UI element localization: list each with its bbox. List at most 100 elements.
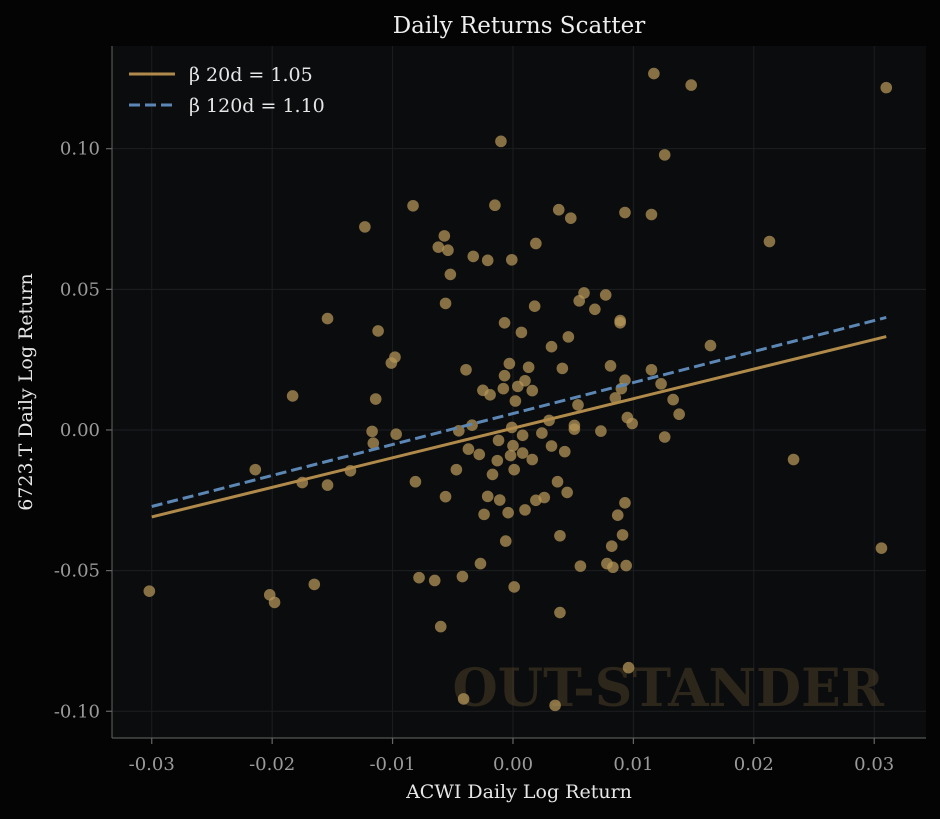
x-tick-label: -0.02 bbox=[249, 754, 295, 775]
scatter-point bbox=[609, 392, 622, 404]
chart-title: Daily Returns Scatter bbox=[393, 13, 646, 39]
x-ticks: -0.03 -0.02 -0.01 0.00 0.01 0.02 0.03 bbox=[129, 738, 894, 775]
scatter-point bbox=[409, 475, 422, 488]
scatter-point bbox=[505, 253, 518, 266]
scatter-point bbox=[359, 221, 371, 233]
scatter-point bbox=[658, 431, 671, 443]
scatter-point bbox=[390, 428, 402, 440]
scatter-point bbox=[432, 241, 445, 253]
scatter-point bbox=[413, 571, 425, 584]
x-tick-label: 0.01 bbox=[613, 754, 653, 775]
scatter-point bbox=[497, 382, 510, 395]
scatter-point bbox=[605, 540, 618, 552]
scatter-point bbox=[549, 699, 561, 712]
scatter-point bbox=[389, 351, 401, 363]
scatter-point bbox=[522, 361, 535, 374]
regression-lines bbox=[151, 316, 887, 519]
scatter-point bbox=[619, 206, 631, 219]
scatter-point bbox=[622, 661, 635, 674]
scatter-point bbox=[568, 419, 581, 432]
scatter-point bbox=[442, 244, 454, 257]
scatter-point bbox=[504, 449, 517, 462]
y-axis-title: 6723.T Daily Log Return bbox=[15, 273, 37, 511]
y-tick-label: -0.05 bbox=[54, 561, 100, 582]
scatter-point bbox=[572, 399, 584, 411]
y-tick-label: 0.10 bbox=[60, 139, 100, 160]
scatter-point bbox=[620, 559, 632, 572]
scatter-point bbox=[530, 237, 542, 250]
scatter-point bbox=[444, 268, 457, 281]
scatter-point bbox=[286, 390, 299, 402]
scatter-point bbox=[787, 453, 800, 466]
scatter-point bbox=[616, 529, 629, 541]
scatter-point bbox=[438, 230, 451, 242]
x-tick-label: 0.03 bbox=[854, 754, 894, 775]
scatter-point bbox=[457, 693, 470, 705]
y-ticks: -0.10 -0.05 0.00 0.05 0.10 bbox=[54, 139, 112, 722]
x-tick-label: -0.01 bbox=[369, 754, 415, 775]
scatter-point bbox=[552, 203, 565, 216]
scatter-point bbox=[673, 408, 685, 421]
beta-120d-line bbox=[151, 316, 887, 508]
scatter-point bbox=[545, 340, 558, 353]
scatter-point bbox=[439, 490, 452, 503]
scatter-point bbox=[685, 79, 697, 91]
scatter-point bbox=[704, 339, 717, 352]
scatter-point bbox=[526, 453, 539, 466]
scatter-point bbox=[508, 581, 520, 593]
beta-20d-line bbox=[151, 335, 887, 519]
scatter-points bbox=[143, 67, 893, 712]
scatter-point bbox=[481, 254, 494, 267]
scatter-point bbox=[538, 491, 551, 504]
scatter-point bbox=[450, 463, 463, 476]
scatter-point bbox=[875, 542, 888, 554]
scatter-point bbox=[502, 506, 514, 519]
watermark-text: OUT-STANDER bbox=[452, 658, 884, 719]
scatter-point bbox=[551, 475, 564, 488]
scatter-point bbox=[503, 357, 516, 370]
scatter-point bbox=[763, 235, 776, 248]
scatter-point bbox=[268, 596, 281, 609]
x-tick-label: 0.00 bbox=[493, 754, 533, 775]
scatter-point bbox=[508, 463, 520, 476]
scatter-point bbox=[249, 463, 262, 476]
scatter-point bbox=[554, 606, 566, 619]
scatter-point bbox=[486, 468, 499, 481]
scatter-point bbox=[545, 440, 558, 452]
scatter-point bbox=[595, 425, 607, 437]
scatter-point bbox=[516, 429, 529, 442]
legend-entry-label: β 20d = 1.05 bbox=[189, 64, 313, 86]
scatter-point bbox=[489, 199, 501, 212]
scatter-point bbox=[880, 81, 893, 94]
scatter-point bbox=[456, 570, 469, 583]
scatter-point bbox=[498, 317, 511, 329]
scatter-point bbox=[460, 363, 472, 376]
scatter-point bbox=[619, 374, 631, 386]
scatter-point bbox=[507, 439, 519, 452]
x-axis-title: ACWI Daily Log Return bbox=[405, 781, 632, 803]
legend-entry-label: β 120d = 1.10 bbox=[189, 95, 325, 117]
scatter-point bbox=[367, 437, 380, 449]
scatter-point bbox=[655, 378, 667, 390]
scatter-point bbox=[562, 331, 575, 343]
x-tick-label: 0.02 bbox=[734, 754, 774, 775]
legend: β 20d = 1.05 β 120d = 1.10 bbox=[129, 64, 325, 117]
scatter-point bbox=[481, 490, 494, 503]
scatter-point bbox=[611, 509, 624, 522]
scatter-point bbox=[491, 454, 504, 467]
scatter-point bbox=[578, 287, 590, 299]
scatter-point bbox=[574, 560, 587, 572]
scatter-point bbox=[645, 363, 658, 376]
scatter-point bbox=[478, 508, 490, 521]
scatter-point bbox=[658, 149, 671, 161]
scatter-point bbox=[626, 417, 638, 430]
scatter-point bbox=[614, 317, 626, 329]
scatter-point bbox=[599, 289, 612, 301]
scatter-point bbox=[509, 395, 522, 407]
scatter-point bbox=[493, 494, 506, 506]
scatter-point bbox=[473, 448, 486, 461]
scatter-point bbox=[561, 486, 573, 499]
scatter-point bbox=[428, 574, 441, 587]
scatter-point bbox=[492, 434, 505, 447]
